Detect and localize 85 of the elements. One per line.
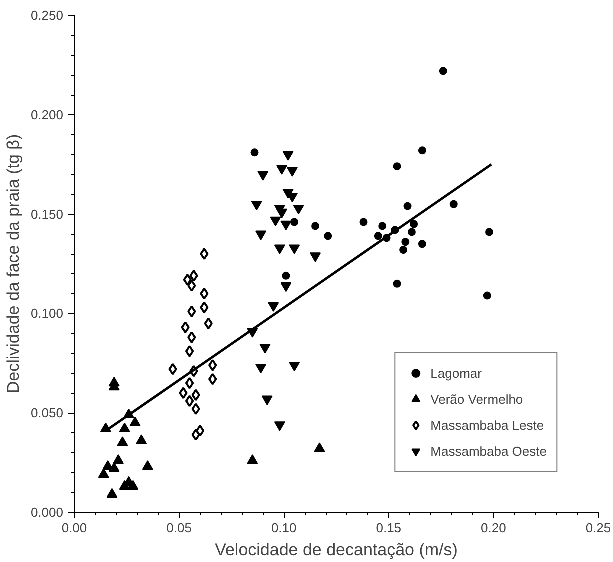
x-tick-label: 0.15 [376, 520, 402, 536]
x-tick-label: 0.00 [62, 520, 88, 536]
legend-label: Lagomar [430, 366, 482, 380]
x-axis-title: Velocidade de decantação (m/s) [215, 540, 458, 560]
point [404, 202, 412, 210]
point [142, 460, 154, 470]
point [179, 387, 188, 400]
y-tick-label: 0.150 [30, 206, 64, 222]
point [293, 204, 304, 215]
x-tick-label: 0.25 [586, 520, 612, 536]
point [188, 332, 196, 344]
point [286, 167, 298, 177]
point [408, 228, 416, 236]
point [312, 222, 320, 230]
point [136, 434, 148, 444]
point [402, 238, 410, 246]
point [188, 306, 196, 318]
point [108, 462, 120, 472]
point [204, 318, 213, 330]
point [418, 146, 426, 155]
point [256, 230, 267, 240]
point [360, 218, 368, 226]
point [250, 148, 259, 157]
point [128, 480, 139, 490]
point [183, 274, 192, 286]
point [188, 280, 196, 292]
point [196, 424, 205, 437]
y-tick-label: 0.250 [30, 8, 64, 23]
point [106, 488, 118, 498]
point [282, 272, 290, 280]
y-tick-label: 0.000 [30, 505, 64, 520]
point [119, 422, 130, 432]
point [185, 345, 194, 358]
point [258, 171, 269, 181]
point [208, 359, 218, 372]
legend-label: Massambaba Leste [430, 418, 544, 432]
point [192, 389, 200, 402]
x-tick-label: 0.05 [166, 520, 192, 536]
point [378, 222, 387, 230]
point [374, 232, 382, 240]
point [208, 373, 218, 386]
point [282, 151, 294, 161]
point [393, 280, 402, 288]
point [393, 162, 402, 171]
point [410, 220, 418, 228]
y-tick-label: 0.200 [30, 107, 64, 122]
point [98, 468, 110, 478]
point [168, 363, 178, 376]
point [290, 218, 299, 226]
point [185, 395, 194, 408]
point [130, 416, 141, 426]
point [200, 248, 209, 260]
point [280, 282, 292, 292]
point [289, 244, 300, 254]
y-tick-label: 0.050 [30, 406, 64, 421]
point [190, 270, 198, 282]
point [400, 246, 408, 254]
point [276, 165, 288, 175]
legend-label: Verão Vermelho [430, 392, 524, 406]
point [310, 252, 322, 262]
point [200, 288, 209, 300]
x-tick-label: 0.20 [481, 520, 506, 536]
point [483, 292, 492, 300]
point [276, 208, 288, 219]
point [450, 200, 458, 208]
point [181, 322, 190, 334]
point [418, 240, 426, 248]
point [185, 377, 194, 390]
point [247, 454, 258, 464]
y-tick-label: 0.100 [30, 306, 64, 322]
point [192, 403, 200, 416]
point [251, 200, 262, 211]
point [270, 216, 282, 227]
y-axis-title: Declividade da face da praia (tg β) [4, 134, 23, 394]
point [200, 302, 209, 314]
point [119, 480, 130, 490]
point [274, 244, 286, 254]
point [117, 436, 128, 446]
point [486, 228, 494, 236]
point [314, 442, 326, 452]
legend-label: Massambaba Oeste [430, 444, 547, 458]
x-tick-label: 0.10 [271, 520, 297, 536]
point [280, 220, 292, 231]
point [113, 454, 124, 464]
point [324, 232, 332, 240]
